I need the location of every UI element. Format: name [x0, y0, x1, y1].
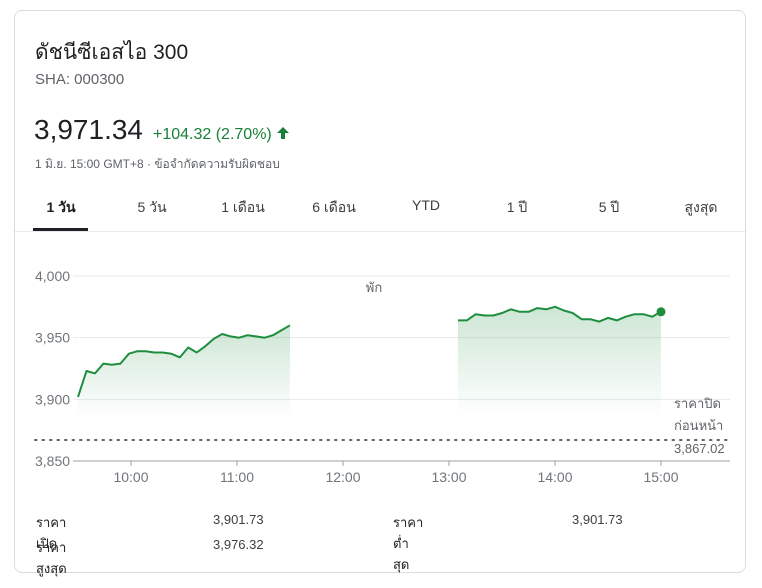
x-tick-label: 12:00	[325, 469, 360, 485]
series-line	[458, 305, 662, 323]
timestamp-disclaimer[interactable]: 1 มิ.ย. 15:00 GMT+8 · ข้อจำกัดความรับผิด…	[35, 157, 280, 171]
y-tick-label: 3,900	[35, 391, 70, 407]
high-value: 3,976.32	[213, 537, 264, 552]
x-tick-label: 10:00	[113, 469, 148, 485]
price-row: 3,971.34 +104.32 (2.70%)	[34, 114, 290, 146]
y-tick-label: 3,950	[35, 330, 70, 346]
low-value: 3,901.73	[572, 512, 623, 527]
y-tick-label: 4,000	[35, 268, 70, 284]
prev-close-value: 3,867.02	[674, 441, 725, 456]
tab-6-month[interactable]: 6 เดือน	[312, 199, 356, 215]
x-tick-label: 14:00	[537, 469, 572, 485]
open-value: 3,901.73	[213, 512, 264, 527]
price-change: +104.32 (2.70%)	[153, 126, 272, 143]
ticker-symbol: SHA: 000300	[35, 71, 125, 88]
lunch-break-label: พัก	[366, 280, 382, 295]
range-tabs: 1 วัน 5 วัน 1 เดือน 6 เดือน YTD 1 ปี 5 ป…	[15, 189, 745, 232]
x-tick-label: 13:00	[431, 469, 466, 485]
prev-close-label: ก่อนหน้า	[674, 418, 723, 433]
series-area	[78, 325, 290, 417]
tab-5-day[interactable]: 5 วัน	[137, 199, 167, 215]
series-line	[77, 324, 291, 398]
series-area	[458, 306, 661, 417]
low-label: ราคาต่ำสุด	[393, 515, 424, 572]
tab-1-month[interactable]: 1 เดือน	[221, 199, 265, 215]
open-label: ราคาเปิด	[36, 515, 67, 551]
tab-5-year[interactable]: 5 ปี	[598, 199, 620, 215]
x-tick-label: 11:00	[220, 469, 254, 485]
current-price: 3,971.34	[34, 114, 143, 145]
tab-1-year[interactable]: 1 ปี	[506, 199, 528, 215]
tab-ytd[interactable]: YTD	[412, 197, 440, 213]
tab-max[interactable]: สูงสุด	[684, 199, 718, 215]
y-tick-label: 3,850	[35, 453, 70, 469]
arrow-up-icon	[276, 127, 289, 139]
last-price-dot	[656, 307, 666, 317]
tab-1-day[interactable]: 1 วัน	[46, 199, 76, 215]
x-tick-label: 15:00	[643, 469, 678, 485]
high-label: ราคาสูงสุด	[36, 540, 67, 576]
stock-card: ดัชนีซีเอสไอ 300 SHA: 000300 3,971.34 +1…	[14, 10, 746, 573]
index-title: ดัชนีซีเอสไอ 300	[35, 41, 189, 64]
active-tab-indicator	[33, 228, 88, 231]
prev-close-label: ราคาปิด	[674, 396, 721, 411]
